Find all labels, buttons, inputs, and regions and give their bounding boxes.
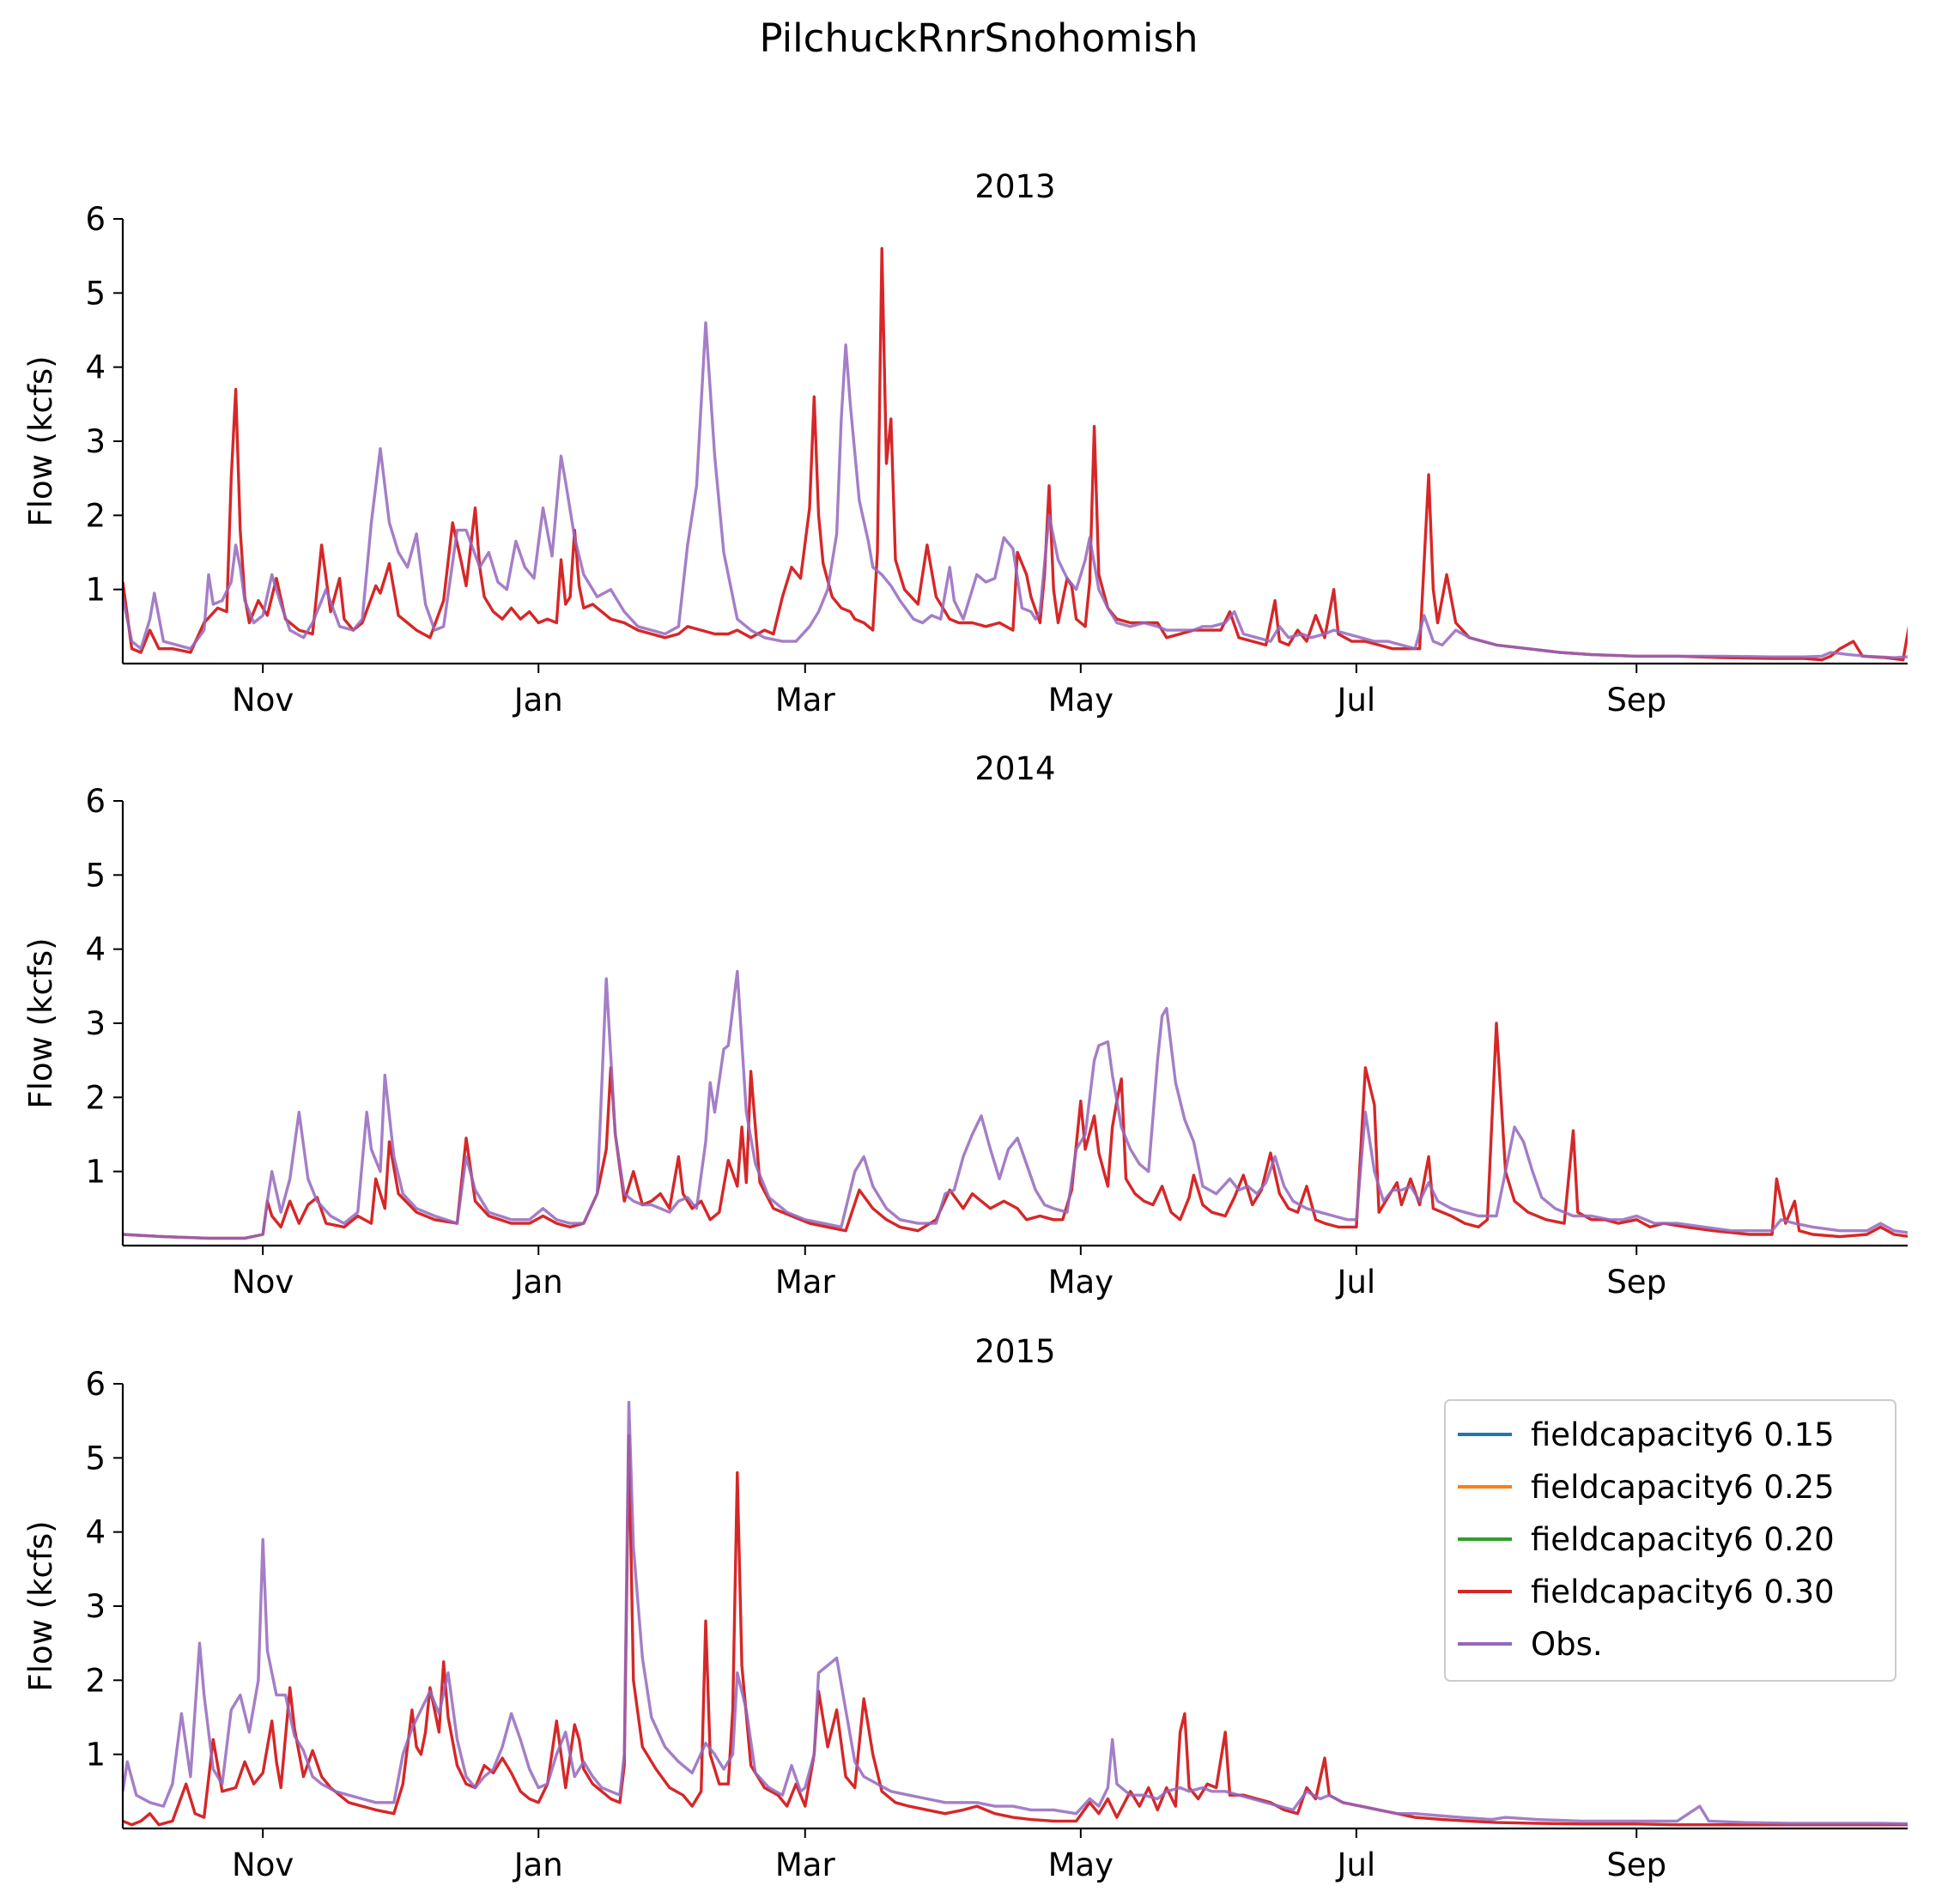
y-tick-label: 1 <box>85 1154 106 1191</box>
y-tick-label: 6 <box>85 1366 106 1403</box>
x-tick-label: May <box>1048 1846 1114 1883</box>
series-line-obs- <box>123 321 1908 659</box>
x-tick-label: Sep <box>1606 1264 1666 1301</box>
x-tick-label: Jul <box>1336 682 1376 719</box>
y-tick-label: 3 <box>85 1005 106 1042</box>
y-tick-label: 5 <box>85 275 106 312</box>
x-tick-label: Jul <box>1336 1846 1376 1883</box>
subplot-title: 2014 <box>974 750 1055 787</box>
x-tick-label: Mar <box>775 682 836 719</box>
subplot-title: 2013 <box>974 168 1055 205</box>
series-group <box>123 969 1908 1240</box>
x-tick-label: Sep <box>1606 682 1666 719</box>
y-tick-label: 4 <box>85 1514 106 1551</box>
legend: fieldcapacity6 0.15 fieldcapacity6 0.25 fi… <box>1444 1399 1896 1682</box>
y-axis-label: Flow (kcfs) <box>22 1520 59 1691</box>
x-tick-label: May <box>1048 682 1114 719</box>
y-tick-label: 6 <box>85 783 106 820</box>
x-tick-label: Nov <box>232 682 294 719</box>
x-tick-label: May <box>1048 1264 1114 1301</box>
series-line-obs- <box>123 969 1908 1240</box>
subplot-title: 2015 <box>974 1333 1055 1370</box>
y-tick-label: 4 <box>85 349 106 386</box>
subplot-2015: 2015 Flow (kcfs) 1 2 3 4 5 6 Nov Jan Mar May Jul Sep f… <box>22 1333 1908 1883</box>
x-tick-label: Jan <box>513 1846 563 1883</box>
x-tick-label: Jul <box>1336 1264 1376 1301</box>
series-line-fieldcapacity6-0-30 <box>123 246 1908 662</box>
y-tick-label: 1 <box>85 1737 106 1774</box>
legend-label: Obs. <box>1531 1626 1603 1663</box>
y-tick-label: 3 <box>85 1588 106 1625</box>
series-line-fieldcapacity6-0-30 <box>123 1434 1908 1827</box>
x-tick-label: Jan <box>513 1264 563 1301</box>
x-tick-label: Nov <box>232 1846 294 1883</box>
y-tick-label: 3 <box>85 423 106 460</box>
x-tick-label: Jan <box>513 682 563 719</box>
legend-frame <box>1444 1399 1896 1682</box>
y-tick-label: 4 <box>85 931 106 968</box>
legend-label: fieldcapacity6 0.20 <box>1531 1521 1835 1558</box>
legend-label: fieldcapacity6 0.30 <box>1531 1574 1835 1610</box>
x-tick-label: Mar <box>775 1264 836 1301</box>
x-tick-label: Nov <box>232 1264 294 1301</box>
y-tick-label: 6 <box>85 201 106 238</box>
y-tick-label: 2 <box>85 497 106 534</box>
x-tick-label: Sep <box>1606 1846 1666 1883</box>
y-tick-label: 5 <box>85 1440 106 1477</box>
legend-label: fieldcapacity6 0.25 <box>1531 1469 1835 1506</box>
legend-label: fieldcapacity6 0.15 <box>1531 1416 1835 1453</box>
series-line-obs- <box>123 1400 1908 1826</box>
subplot-2014: 2014 Flow (kcfs) 1 2 3 4 5 6 Nov Jan Mar May Jul Sep <box>22 750 1908 1301</box>
series-group <box>123 246 1908 662</box>
figure-title: PilchuckRnrSnohomish <box>760 15 1198 61</box>
y-tick-label: 2 <box>85 1662 106 1699</box>
y-tick-label: 1 <box>85 572 106 609</box>
series-group <box>123 1400 1908 1827</box>
x-tick-label: Mar <box>775 1846 836 1883</box>
y-axis-label: Flow (kcfs) <box>22 355 59 526</box>
y-tick-label: 5 <box>85 857 106 894</box>
y-tick-label: 2 <box>85 1079 106 1116</box>
series-line-fieldcapacity6-0-30 <box>123 1022 1908 1240</box>
subplot-2013: 2013 Flow (kcfs) 1 2 3 4 5 6 Nov Jan Mar May Jul Sep <box>22 168 1908 719</box>
y-axis-label: Flow (kcfs) <box>22 937 59 1108</box>
